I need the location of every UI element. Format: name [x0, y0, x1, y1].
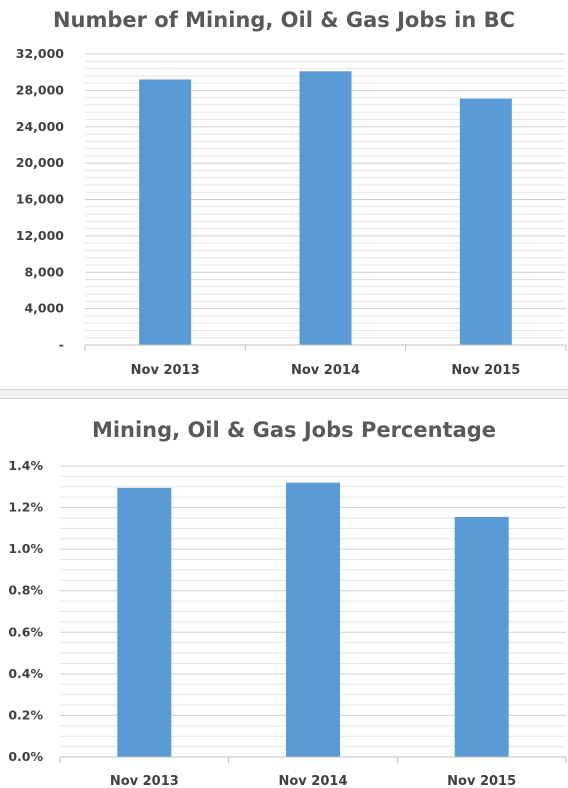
jobs-count-chart: Number of Mining, Oil & Gas Jobs in BC -…	[16, 8, 567, 378]
y-tick-label: 1.0%	[8, 541, 43, 556]
y-tick-label: -	[59, 337, 64, 352]
y-tick-label: 16,000	[16, 192, 65, 207]
x-category-label: Nov 2014	[291, 363, 360, 378]
bar-nov-2014	[286, 482, 340, 757]
y-tick-label: 1.2%	[8, 500, 43, 515]
y-tick-label: 0.2%	[8, 707, 43, 722]
chart-divider	[0, 389, 568, 399]
x-category-label: Nov 2014	[279, 774, 348, 788]
jobs-percentage-chart-panel: Mining, Oil & Gas Jobs Percentage 0.0% 0.…	[0, 400, 568, 788]
y-tick-label: 20,000	[16, 155, 65, 170]
y-tick-label: 24,000	[16, 119, 65, 134]
y-tick-label: 0.8%	[8, 583, 43, 598]
x-category-label: Nov 2015	[447, 774, 516, 788]
bar-nov-2015	[459, 98, 512, 345]
y-tick-label: 0.0%	[8, 749, 43, 764]
y-tick-label: 32,000	[16, 46, 65, 61]
chart-title: Number of Mining, Oil & Gas Jobs in BC	[53, 8, 515, 32]
y-tick-label: 4,000	[24, 301, 64, 316]
y-tick-label: 0.6%	[8, 624, 43, 639]
bar-nov-2013	[117, 487, 172, 757]
bar-nov-2015	[454, 516, 509, 757]
y-tick-label: 0.4%	[8, 666, 43, 681]
bar-nov-2013	[139, 79, 192, 346]
chart-title: Mining, Oil & Gas Jobs Percentage	[92, 418, 496, 442]
jobs-count-chart-panel: Number of Mining, Oil & Gas Jobs in BC -…	[0, 0, 568, 388]
y-tick-label: 8,000	[24, 264, 64, 279]
x-category-label: Nov 2015	[451, 363, 520, 378]
jobs-percentage-chart: Mining, Oil & Gas Jobs Percentage 0.0% 0.…	[8, 418, 567, 788]
x-category-label: Nov 2013	[110, 774, 179, 788]
y-tick-label: 28,000	[16, 82, 65, 97]
bar-nov-2014	[299, 71, 352, 345]
x-category-label: Nov 2013	[131, 363, 200, 378]
y-tick-label: 1.4%	[8, 458, 43, 473]
y-tick-label: 12,000	[16, 228, 65, 243]
